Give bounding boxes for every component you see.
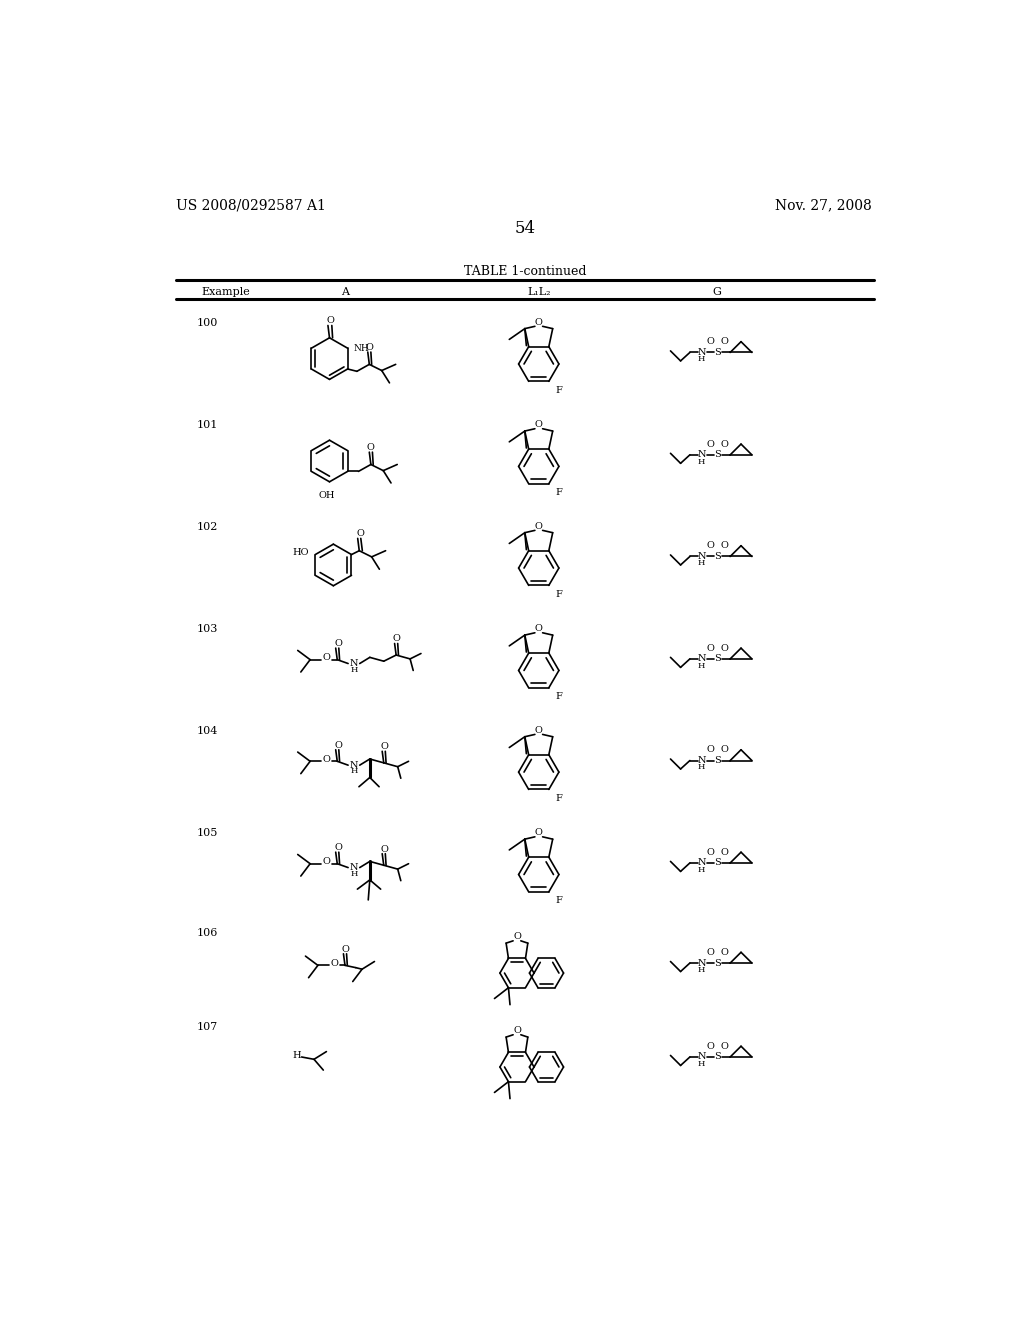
Text: O: O — [334, 639, 342, 648]
Text: O: O — [535, 829, 543, 837]
Text: F: F — [555, 693, 562, 701]
Text: S: S — [715, 655, 721, 664]
Text: F: F — [555, 488, 562, 498]
Text: TABLE 1-continued: TABLE 1-continued — [464, 264, 586, 277]
Text: O: O — [721, 948, 729, 957]
Text: O: O — [707, 440, 715, 449]
Text: HO: HO — [293, 548, 309, 557]
Text: O: O — [330, 958, 338, 968]
Text: H: H — [697, 966, 706, 974]
Text: O: O — [707, 1041, 715, 1051]
Text: S: S — [715, 958, 721, 968]
Text: S: S — [715, 756, 721, 766]
Text: H: H — [697, 560, 706, 568]
Text: O: O — [721, 337, 729, 346]
Text: O: O — [707, 337, 715, 346]
Text: NH: NH — [354, 343, 370, 352]
Text: N: N — [350, 659, 358, 668]
Text: N: N — [697, 756, 706, 766]
Text: 106: 106 — [197, 928, 217, 939]
Text: O: O — [323, 755, 331, 763]
Text: H: H — [350, 665, 358, 673]
Text: O: O — [721, 440, 729, 449]
Text: O: O — [327, 317, 334, 325]
Text: H: H — [697, 1060, 706, 1068]
Text: O: O — [707, 746, 715, 754]
Text: S: S — [715, 858, 721, 867]
Text: H: H — [697, 458, 706, 466]
Text: H: H — [697, 661, 706, 669]
Text: H: H — [697, 866, 706, 874]
Text: Nov. 27, 2008: Nov. 27, 2008 — [775, 198, 872, 213]
Text: 105: 105 — [197, 829, 217, 838]
Text: O: O — [367, 444, 375, 451]
Text: O: O — [535, 318, 543, 327]
Text: Example: Example — [202, 286, 251, 297]
Text: 103: 103 — [197, 624, 217, 634]
Text: O: O — [707, 948, 715, 957]
Text: O: O — [323, 653, 331, 661]
Text: N: N — [350, 760, 358, 770]
Text: F: F — [555, 896, 562, 906]
Text: S: S — [715, 552, 721, 561]
Text: O: O — [535, 420, 543, 429]
Text: 54: 54 — [514, 220, 536, 238]
Text: O: O — [381, 845, 388, 854]
Text: O: O — [535, 726, 543, 735]
Text: H: H — [293, 1051, 301, 1060]
Text: O: O — [323, 857, 331, 866]
Text: O: O — [334, 843, 342, 851]
Text: S: S — [715, 1052, 721, 1061]
Text: F: F — [555, 590, 562, 599]
Text: S: S — [715, 450, 721, 459]
Text: O: O — [513, 1027, 521, 1035]
Text: 102: 102 — [197, 521, 217, 532]
Text: 100: 100 — [197, 318, 217, 327]
Text: O: O — [721, 644, 729, 652]
Text: N: N — [697, 450, 706, 459]
Text: N: N — [350, 863, 358, 873]
Text: F: F — [555, 795, 562, 803]
Text: N: N — [697, 348, 706, 356]
Text: N: N — [697, 958, 706, 968]
Text: O: O — [707, 644, 715, 652]
Text: H: H — [697, 355, 706, 363]
Text: L₁L₂: L₁L₂ — [527, 286, 551, 297]
Text: O: O — [535, 521, 543, 531]
Text: S: S — [715, 348, 721, 356]
Text: H: H — [350, 767, 358, 775]
Text: O: O — [721, 847, 729, 857]
Text: H: H — [697, 763, 706, 771]
Text: A: A — [341, 286, 349, 297]
Text: N: N — [697, 552, 706, 561]
Text: O: O — [366, 343, 374, 352]
Text: O: O — [535, 624, 543, 634]
Text: OH: OH — [318, 491, 335, 500]
Text: O: O — [707, 541, 715, 550]
Text: N: N — [697, 858, 706, 867]
Text: F: F — [555, 385, 562, 395]
Text: US 2008/0292587 A1: US 2008/0292587 A1 — [176, 198, 326, 213]
Text: 101: 101 — [197, 420, 217, 430]
Text: O: O — [721, 746, 729, 754]
Text: O: O — [721, 1041, 729, 1051]
Text: O: O — [334, 741, 342, 750]
Text: O: O — [707, 847, 715, 857]
Text: O: O — [356, 529, 364, 539]
Text: O: O — [513, 932, 521, 941]
Text: 104: 104 — [197, 726, 217, 735]
Text: O: O — [381, 742, 388, 751]
Text: N: N — [697, 1052, 706, 1061]
Text: O: O — [393, 635, 400, 643]
Text: O: O — [342, 945, 350, 953]
Text: G: G — [713, 286, 722, 297]
Text: 107: 107 — [197, 1022, 217, 1032]
Text: O: O — [721, 541, 729, 550]
Text: N: N — [697, 655, 706, 664]
Text: H: H — [350, 870, 358, 878]
